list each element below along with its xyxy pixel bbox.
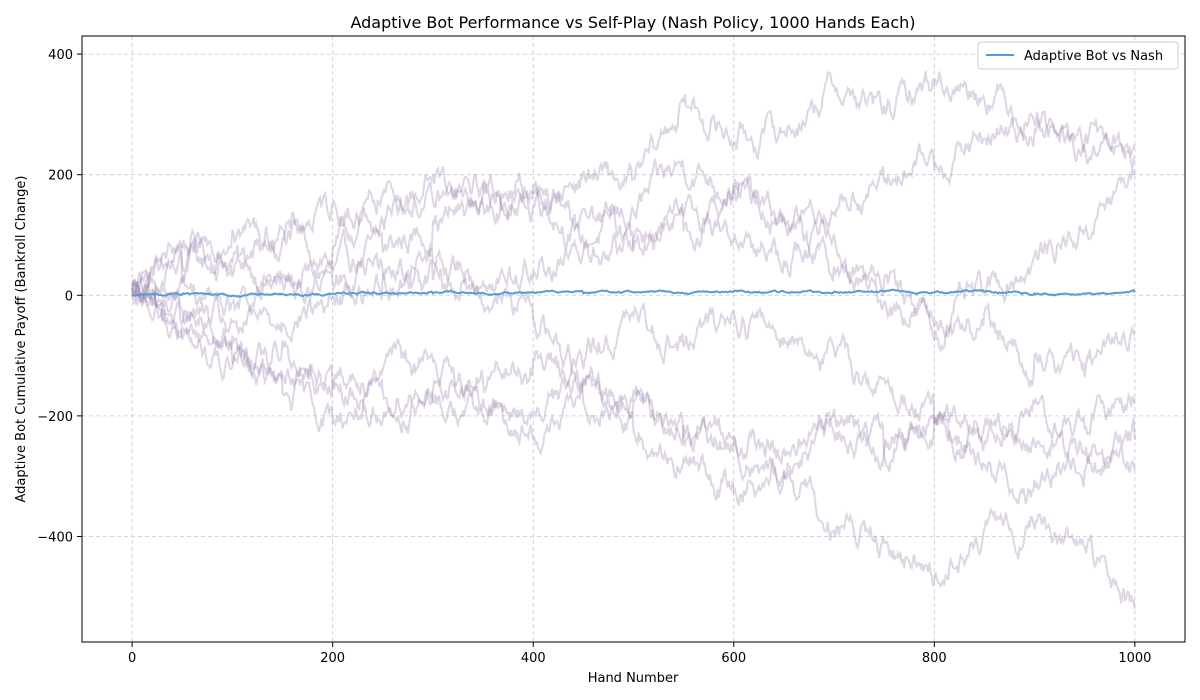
series-lines <box>131 288 1136 298</box>
background-run-line <box>131 203 1136 388</box>
y-axis-label: Adaptive Bot Cumulative Payoff (Bankroll… <box>14 176 29 503</box>
x-tick-label: 0 <box>128 651 136 666</box>
background-run-line <box>131 258 1136 506</box>
legend: Adaptive Bot vs Nash <box>977 41 1179 70</box>
background-run-line <box>131 284 1136 609</box>
series-line <box>131 288 1136 298</box>
y-tick-label: −200 <box>37 410 73 425</box>
y-tick-label: 400 <box>48 48 73 63</box>
background-run-line <box>131 110 1136 306</box>
y-tick-label: 0 <box>65 289 73 304</box>
x-axis-label: Hand Number <box>588 671 679 686</box>
plot-frame <box>81 35 1186 643</box>
background-run-line <box>131 279 1136 488</box>
y-tick-label: −400 <box>37 530 73 545</box>
background-run-line <box>131 158 1136 339</box>
background-runs <box>131 70 1136 609</box>
x-tick-label: 800 <box>922 651 947 666</box>
chart-title: Adaptive Bot Performance vs Self-Play (N… <box>350 13 915 32</box>
x-tick-label: 600 <box>721 651 746 666</box>
legend-label: Adaptive Bot vs Nash <box>1024 49 1163 64</box>
background-run-line <box>131 276 1136 461</box>
x-tick-label: 200 <box>320 651 345 666</box>
x-tick-label: 400 <box>521 651 546 666</box>
x-axis-ticks: 0 200 400 600 800 1000 <box>128 642 1151 666</box>
grid-lines <box>82 36 1185 642</box>
legend-box <box>977 41 1179 70</box>
y-axis-ticks: −400 −200 0 200 400 <box>37 48 82 545</box>
background-run-line <box>131 70 1136 305</box>
x-tick-label: 1000 <box>1118 651 1151 666</box>
y-tick-label: 200 <box>48 169 73 184</box>
